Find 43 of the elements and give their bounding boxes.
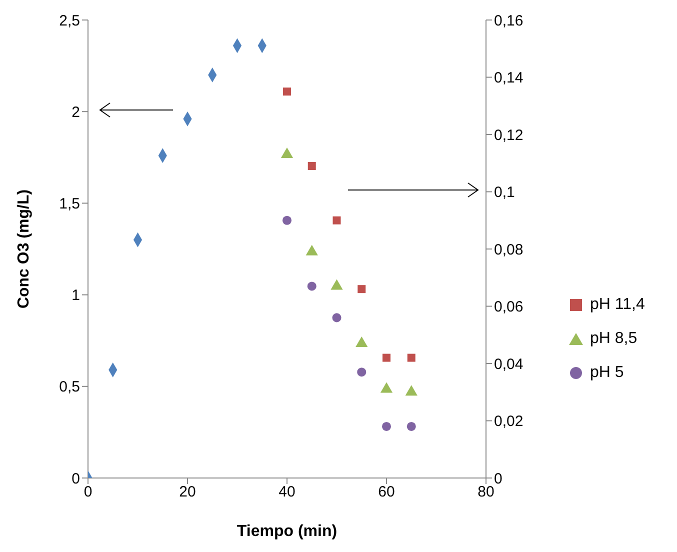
point: [405, 385, 418, 396]
point: [382, 422, 392, 431]
y-tick-label: 2: [72, 104, 80, 121]
x-tick-label: 0: [84, 484, 92, 501]
y-tick-label: 0: [72, 470, 80, 488]
point: [283, 88, 291, 96]
legend-label: pH 11,4: [590, 296, 645, 314]
y-axis-title: Conc O3 (mg/L): [16, 189, 33, 309]
point: [357, 368, 366, 377]
point: [280, 148, 294, 158]
y-tick-label: 2,5: [59, 12, 80, 30]
point: [332, 216, 341, 224]
legend-label: pH 8,5: [590, 330, 638, 348]
y2-tick-label: 0,04: [494, 356, 524, 373]
y2-tick-label: 0,14: [494, 70, 524, 87]
y2-tick-label: 0,12: [494, 126, 524, 144]
point: [356, 336, 368, 347]
point: [407, 354, 416, 362]
point: [307, 282, 316, 291]
y2-tick-label: 0,08: [494, 241, 524, 258]
legend-label: pH 5: [590, 364, 624, 382]
point: [306, 244, 318, 256]
y2-tick-label: 0: [494, 470, 502, 488]
point: [380, 382, 393, 393]
x-tick-label: 20: [179, 484, 196, 501]
y-tick-label: 1: [72, 287, 80, 304]
x-tick-label: 40: [278, 484, 296, 501]
y-tick-label: 0,5: [59, 378, 80, 396]
y-tick-label: 1,5: [59, 196, 80, 213]
y2-tick-label: 0,02: [494, 413, 524, 430]
point: [330, 279, 343, 290]
point: [308, 162, 316, 170]
point: [282, 216, 292, 225]
y2-tick-label: 0,06: [494, 298, 524, 316]
x-axis-title: Tiempo (min): [236, 523, 338, 540]
point: [358, 285, 366, 294]
y2-tick-label: 0,1: [494, 184, 515, 202]
x-tick-label: 60: [378, 484, 395, 501]
point: [382, 354, 390, 362]
point: [406, 422, 416, 431]
y2-tick-label: 0,16: [494, 12, 524, 30]
point: [332, 313, 342, 322]
x-tick-label: 80: [478, 484, 494, 501]
